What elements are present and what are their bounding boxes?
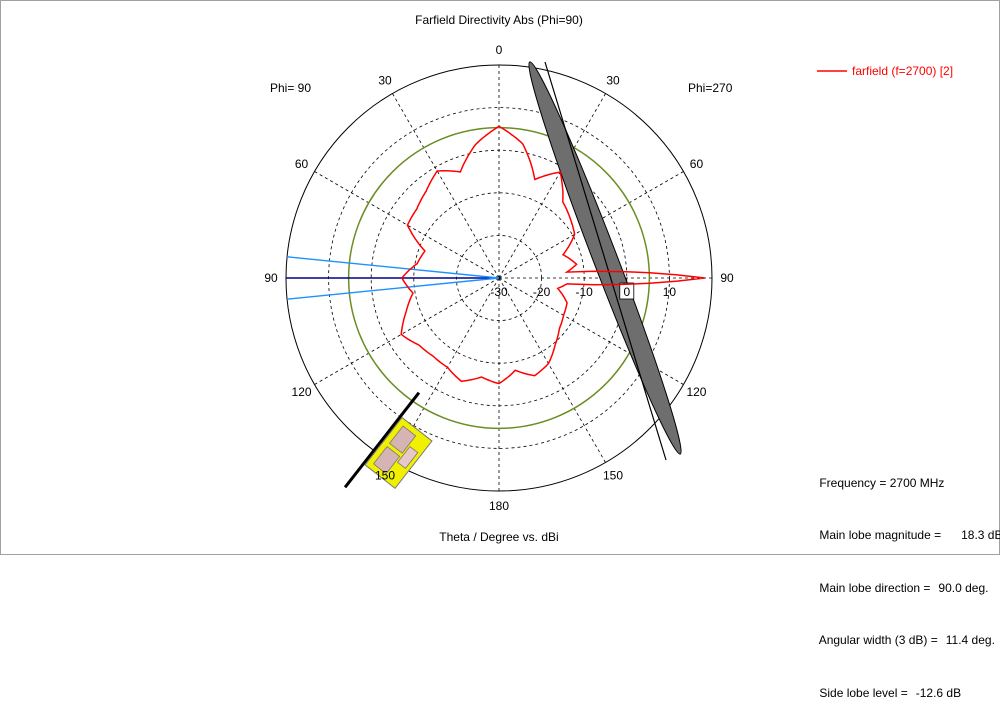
x-axis-label: Theta / Degree vs. dBi [439, 530, 558, 544]
radial-tick-label: -30 [490, 285, 508, 299]
antenna-icon [343, 391, 433, 489]
radial-tick-label: -20 [533, 285, 551, 299]
plane-axis-line [544, 61, 667, 461]
beamwidth-line [286, 256, 500, 279]
angle-tick-label: 150 [375, 468, 395, 482]
info-panel: Frequency = 2700 MHz Main lobe magnitude… [806, 457, 1000, 720]
right-phi-label: Phi=270 [688, 81, 733, 95]
legend-label: farfield (f=2700) [2] [852, 64, 953, 78]
radial-tick-label: 10 [663, 285, 677, 299]
chart-title: Farfield Directivity Abs (Phi=90) [415, 13, 583, 27]
polar-chart: Farfield Directivity Abs (Phi=90) Phi= 9… [264, 13, 953, 544]
angle-tick-label: 150 [603, 468, 623, 482]
beamwidth-line [286, 277, 500, 300]
frequency-readout: Frequency = 2700 MHz [819, 475, 945, 490]
angle-tick-label: 120 [686, 385, 706, 399]
angle-tick-label: 0 [496, 43, 503, 57]
radial-tick-label: -10 [576, 285, 594, 299]
angle-tick-label: 120 [292, 385, 312, 399]
angle-tick-label: 180 [489, 499, 509, 513]
main-lobe-magnitude-readout: Main lobe magnitude =18.3 dBi [819, 528, 1000, 542]
main-lobe-direction-readout: Main lobe direction = 90.0 deg. [819, 580, 989, 595]
radial-tick-box [619, 282, 635, 300]
antenna-patch [388, 425, 417, 454]
pattern-curve [400, 125, 705, 385]
side-lobe-readout: Side lobe level = -12.6 dB [819, 685, 962, 700]
antenna-feed [397, 445, 419, 470]
angle-tick-label: 30 [378, 74, 392, 88]
angular-width-readout: Angular width (3 dB) = 11.4 deg. [818, 633, 995, 647]
left-phi-label: Phi= 90 [270, 81, 311, 95]
antenna-ground-line [343, 391, 421, 489]
angular-grid-line [392, 93, 500, 279]
angle-tick-label: 90 [264, 271, 278, 285]
radial-tick-label: 0 [623, 285, 630, 299]
antenna-patch [372, 445, 401, 475]
angle-tick-label: 60 [690, 157, 704, 171]
angle-tick-label: 90 [720, 271, 734, 285]
angle-tick-label: 30 [606, 74, 620, 88]
angle-tick-label: 60 [295, 157, 309, 171]
